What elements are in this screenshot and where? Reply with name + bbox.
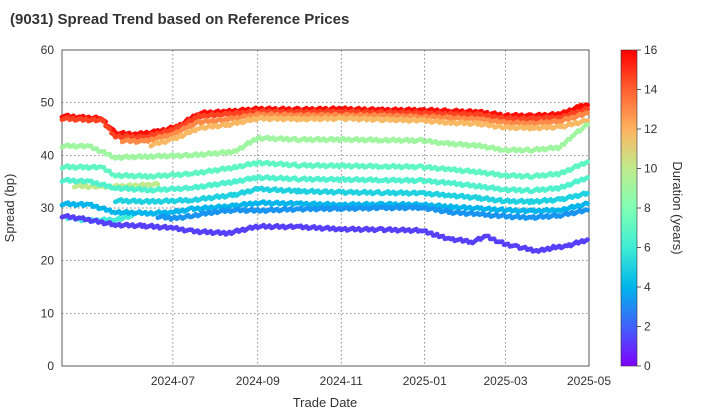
y-tick-label: 0 bbox=[47, 359, 54, 373]
data-point bbox=[585, 190, 590, 196]
y-tick-label: 60 bbox=[41, 43, 55, 57]
y-tick-label: 40 bbox=[41, 148, 55, 162]
data-point bbox=[585, 159, 590, 165]
duration-series bbox=[113, 185, 590, 206]
colorbar-ticks: 0 2 4 6 8 10 12 14 16 bbox=[637, 43, 658, 373]
data-point bbox=[585, 207, 590, 213]
colorbar-tick-label: 4 bbox=[644, 280, 651, 294]
duration-series bbox=[59, 122, 590, 161]
data-point bbox=[107, 126, 112, 132]
colorbar-tick-label: 14 bbox=[644, 83, 658, 97]
duration-series bbox=[155, 204, 590, 222]
y-axis-label: Spread (bp) bbox=[2, 174, 17, 243]
x-tick-label: 2024-07 bbox=[151, 374, 195, 388]
duration-series bbox=[59, 174, 590, 195]
y-axis-ticks: 0 10 20 30 40 50 60 bbox=[41, 43, 55, 373]
duration-series bbox=[59, 213, 590, 255]
duration-series bbox=[148, 114, 590, 149]
colorbar-gradient bbox=[620, 49, 638, 367]
duration-series bbox=[59, 159, 590, 181]
x-axis-ticks: 2024-07 2024-09 2024-11 2025-01 2025-03 2025-… bbox=[151, 374, 611, 388]
x-axis-label: Trade Date bbox=[293, 395, 358, 410]
colorbar-tick-label: 12 bbox=[644, 122, 658, 136]
colorbar-tick-label: 2 bbox=[644, 320, 651, 334]
data-point bbox=[155, 181, 161, 187]
x-tick-label: 2024-09 bbox=[236, 374, 280, 388]
y-tick-label: 30 bbox=[41, 201, 55, 215]
data-point bbox=[585, 175, 590, 180]
y-tick-label: 50 bbox=[41, 96, 55, 110]
data-point bbox=[585, 118, 590, 123]
data-point bbox=[585, 122, 590, 128]
x-tick-label: 2024-11 bbox=[320, 374, 363, 388]
plot-area bbox=[61, 49, 590, 367]
colorbar-tick-label: 0 bbox=[644, 359, 651, 373]
chart-title: (9031) Spread Trend based on Reference P… bbox=[10, 11, 349, 28]
x-tick-label: 2025-01 bbox=[403, 374, 447, 388]
data-point bbox=[585, 106, 590, 112]
data-point bbox=[585, 201, 590, 207]
y-tick-label: 10 bbox=[41, 306, 55, 320]
colorbar-label: Duration (years) bbox=[670, 161, 685, 254]
colorbar-tick-label: 10 bbox=[644, 162, 658, 176]
data-point bbox=[585, 237, 590, 243]
colorbar: 0 2 4 6 8 10 12 14 16 Duration (years) bbox=[620, 43, 685, 373]
x-tick-label: 2025-05 bbox=[567, 374, 611, 388]
x-tick-label: 2025-03 bbox=[483, 374, 527, 388]
grid-lines bbox=[62, 50, 589, 366]
colorbar-tick-label: 6 bbox=[644, 241, 651, 255]
colorbar-tick-label: 8 bbox=[644, 201, 651, 215]
data-point bbox=[101, 119, 107, 124]
y-tick-label: 20 bbox=[41, 254, 55, 268]
scatter-points bbox=[59, 102, 590, 255]
data-point bbox=[585, 110, 590, 116]
colorbar-tick-label: 16 bbox=[644, 43, 658, 57]
